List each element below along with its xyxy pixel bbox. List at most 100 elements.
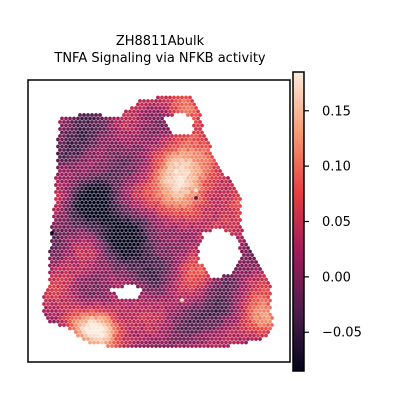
spot	[258, 302, 262, 306]
spot	[204, 207, 208, 212]
spot	[142, 246, 146, 250]
spot	[56, 305, 60, 310]
spot	[96, 312, 100, 317]
spot	[140, 333, 144, 338]
spot	[236, 284, 240, 289]
spot	[102, 302, 106, 306]
spot	[66, 239, 70, 243]
spot	[170, 302, 174, 306]
spot	[208, 340, 212, 345]
spot	[162, 267, 166, 271]
spot	[80, 207, 84, 212]
spot	[158, 204, 162, 208]
spot	[208, 298, 212, 303]
spot	[134, 260, 138, 264]
spot	[62, 281, 66, 285]
spot	[202, 176, 206, 180]
spot	[264, 333, 268, 338]
spot	[118, 169, 122, 173]
spot	[78, 169, 82, 173]
spot	[202, 302, 206, 306]
spot	[70, 169, 74, 173]
spot	[150, 176, 154, 180]
spot	[94, 330, 98, 334]
spot	[76, 228, 80, 233]
spot	[140, 284, 144, 289]
spot	[64, 298, 68, 303]
spot	[120, 228, 124, 233]
spot	[142, 309, 146, 313]
spot	[60, 172, 64, 177]
spot	[64, 235, 68, 240]
spot	[152, 305, 156, 310]
spot	[176, 151, 180, 156]
spot	[228, 298, 232, 303]
spot	[182, 302, 186, 306]
spot	[62, 183, 66, 187]
spot	[208, 165, 212, 170]
spot	[122, 323, 126, 327]
spot	[68, 249, 72, 254]
spot	[110, 253, 114, 257]
spot	[184, 200, 188, 205]
spot	[186, 134, 190, 138]
spot	[58, 323, 62, 327]
spot	[98, 267, 102, 271]
spot	[82, 141, 86, 145]
spot	[66, 127, 70, 131]
spot	[68, 263, 72, 268]
spot	[244, 256, 248, 261]
spot	[116, 249, 120, 254]
spot	[220, 340, 224, 345]
spot	[146, 211, 150, 215]
spot	[106, 260, 110, 264]
spot	[74, 295, 78, 299]
spot	[68, 179, 72, 184]
spot	[76, 165, 80, 170]
spot	[140, 298, 144, 303]
spot	[170, 99, 174, 103]
spot	[208, 291, 212, 296]
spot	[70, 288, 74, 292]
spot	[178, 274, 182, 278]
spot	[44, 291, 48, 296]
spot	[66, 260, 70, 264]
spot	[126, 246, 130, 250]
spot	[138, 260, 142, 264]
spot	[48, 291, 52, 296]
spot	[84, 144, 88, 149]
spot	[68, 291, 72, 296]
spot	[232, 312, 236, 317]
spot	[106, 169, 110, 173]
spot	[78, 120, 82, 124]
spot	[78, 260, 82, 264]
spot	[66, 309, 70, 313]
spot	[240, 256, 244, 261]
spot	[238, 204, 242, 208]
spot	[242, 330, 246, 334]
spot	[114, 253, 118, 257]
spot	[244, 277, 248, 282]
spot	[60, 130, 64, 135]
spot	[80, 298, 84, 303]
spot	[112, 277, 116, 282]
spot	[104, 228, 108, 233]
spot	[134, 176, 138, 180]
spot	[84, 305, 88, 310]
spot	[150, 127, 154, 131]
spot	[106, 309, 110, 313]
spot	[150, 260, 154, 264]
spot	[242, 253, 246, 257]
spot	[190, 267, 194, 271]
spot	[122, 197, 126, 201]
spot	[198, 309, 202, 313]
spot	[110, 337, 114, 341]
spot	[138, 127, 142, 131]
spot	[118, 127, 122, 131]
spot	[86, 211, 90, 215]
spot	[168, 228, 172, 233]
spot	[116, 228, 120, 233]
spot	[158, 211, 162, 215]
spot	[82, 239, 86, 243]
spot	[64, 158, 68, 163]
